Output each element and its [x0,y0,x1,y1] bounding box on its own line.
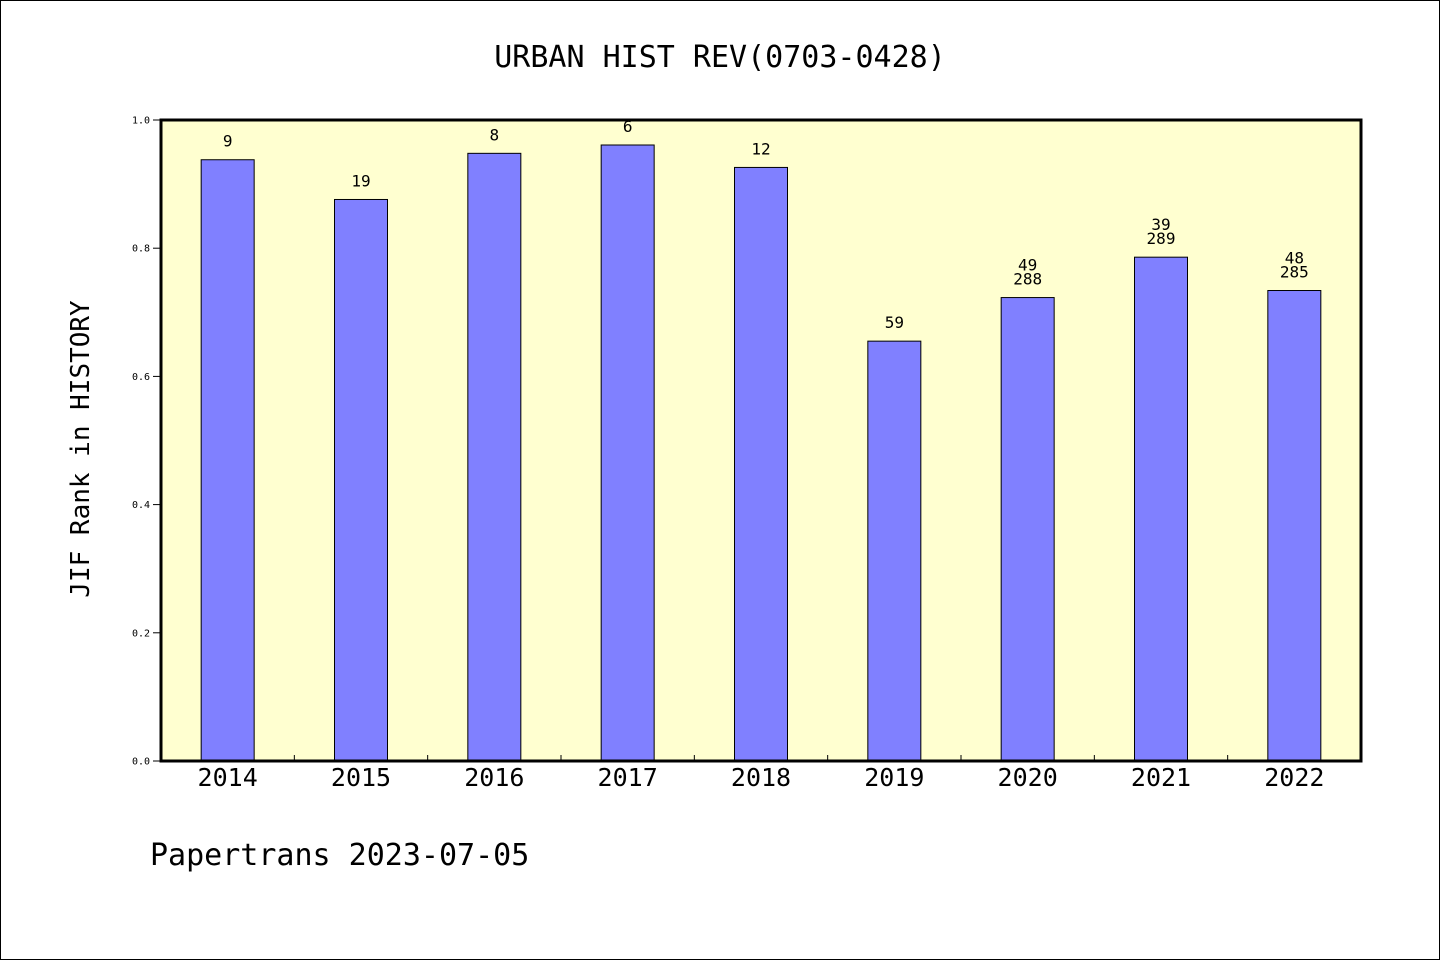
x-tick-label-2021: 2021 [1131,763,1191,792]
y-tick-label-0.4: 0.4 [132,500,150,511]
x-tick-label-2015: 2015 [331,763,391,792]
bar-label-2014: 9 [223,132,233,151]
bar-2018 [734,166,788,762]
y-tick-label-0.6: 0.6 [132,372,150,383]
bars-group [200,144,1322,762]
plot-border [159,118,1363,763]
bar-label-2016: 8 [490,125,500,144]
bar-2021 [1134,256,1188,762]
bar-label-2020-2: 288 [1013,270,1042,289]
bar-2017 [600,144,655,762]
x-tick-label-2014: 2014 [198,763,258,792]
x-tick-label-2018: 2018 [731,763,791,792]
x-tick-label-2019: 2019 [864,763,924,792]
bar-2016 [467,152,522,762]
bar-label-2018: 12 [751,139,770,158]
y-tick-label-0.2: 0.2 [132,628,150,639]
bar-2020 [1000,297,1055,762]
y-axis: 0.0 0.2 0.4 0.6 0.8 1.0 [132,116,161,768]
bar-label-2020-1: 49 [1018,256,1037,275]
bar-2015 [334,198,388,762]
x-tick-label-2022: 2022 [1264,763,1324,792]
bar-label-2022-1: 48 [1285,249,1304,268]
x-tick-label-2016: 2016 [464,763,524,792]
bar-label-2022-2: 285 [1280,263,1309,282]
x-tick-label-2020: 2020 [998,763,1058,792]
y-tick-label-1.0: 1.0 [132,116,150,127]
bar-label-2019: 59 [885,313,904,332]
bar-label-2021-1: 39 [1151,215,1170,234]
bar-2022 [1267,290,1322,762]
y-axis-label: JIF Rank in HISTORY [66,300,96,598]
bar-2019 [867,340,922,762]
y-tick-label-0.8: 0.8 [132,244,150,255]
chart-title: URBAN HIST REV(0703-0428) [494,40,946,75]
bar-label-2017: 6 [623,117,633,136]
bar-label-2015: 19 [351,171,370,190]
x-tick-label-2017: 2017 [598,763,658,792]
x-axis: 2014 2015 2016 2017 2018 2019 2020 2021 2022 [198,755,1324,792]
bar-2014 [200,159,255,762]
y-tick-label-0.0: 0.0 [132,757,150,768]
bar-label-2021-2: 289 [1147,229,1176,248]
footer-credit: Papertrans 2023-07-05 [150,838,529,873]
